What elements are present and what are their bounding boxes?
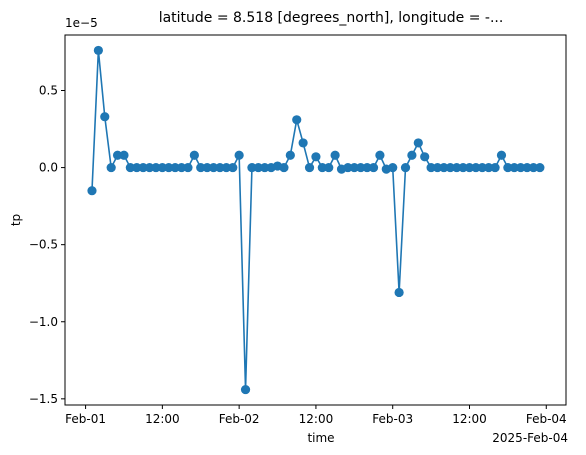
data-point <box>445 162 455 173</box>
data-point <box>464 162 475 173</box>
data-point <box>183 162 193 173</box>
data-point <box>394 287 404 298</box>
data-point <box>189 150 199 160</box>
data-point <box>400 162 411 173</box>
data-point <box>157 162 167 173</box>
data-point <box>170 162 180 173</box>
data-point <box>439 162 449 173</box>
data-point <box>324 162 334 173</box>
data-point <box>240 384 251 395</box>
x-tick-label: 12:00 <box>299 412 334 426</box>
data-point <box>125 162 135 173</box>
data-point <box>477 162 487 173</box>
data-point <box>356 162 366 173</box>
data-point <box>388 162 398 173</box>
data-point <box>432 162 443 173</box>
data-point <box>221 162 231 173</box>
data-point <box>471 162 481 173</box>
y-axis-label: tp <box>9 214 23 226</box>
data-point <box>484 162 494 173</box>
data-point <box>260 162 270 173</box>
data-point <box>176 162 187 173</box>
data-point <box>317 162 327 173</box>
data-point <box>458 162 468 173</box>
data-point <box>522 162 532 173</box>
y-tick-label: −0.5 <box>29 238 58 252</box>
data-point <box>151 162 161 173</box>
data-point <box>298 138 308 148</box>
x-tick-label: Feb-03 <box>372 412 413 426</box>
chart-title: latitude = 8.518 [degrees_north], longit… <box>159 10 504 26</box>
x-offset-label: 2025-Feb-04 <box>492 431 568 445</box>
data-point <box>119 150 129 160</box>
data-point <box>138 162 148 173</box>
data-point <box>503 162 513 173</box>
data-point <box>292 115 302 125</box>
x-tick-label: Feb-01 <box>65 412 106 426</box>
data-point <box>247 162 257 173</box>
y-tick-label: −1.0 <box>29 315 58 329</box>
data-point <box>196 162 206 173</box>
data-point <box>375 150 385 160</box>
data-point <box>330 150 340 160</box>
data-point <box>112 150 123 160</box>
x-tick-label: 12:00 <box>145 412 180 426</box>
y-axis: 0.5 0.0 −0.5 −1.0 −1.5 <box>29 84 65 406</box>
data-point <box>132 162 142 173</box>
data-point <box>164 162 174 173</box>
x-tick-label: Feb-02 <box>219 412 260 426</box>
x-axis: Feb-01 12:00 Feb-02 12:00 Feb-03 12:00 Feb-04 <box>65 405 567 426</box>
data-point <box>234 150 244 160</box>
data-point <box>528 162 539 173</box>
data-point <box>304 162 315 173</box>
data-point <box>311 152 321 162</box>
data-point <box>413 138 423 148</box>
data-point <box>368 162 379 173</box>
data-point <box>208 162 219 173</box>
data-point <box>496 150 507 160</box>
data-point <box>215 162 225 173</box>
data-point <box>426 162 436 173</box>
data-point <box>228 162 238 173</box>
y-tick-label: 0.5 <box>39 84 58 98</box>
data-point <box>420 152 430 162</box>
data-point <box>407 150 417 160</box>
data-point <box>343 162 353 173</box>
data-point <box>93 45 103 56</box>
data-point <box>362 162 372 173</box>
data-point <box>285 150 295 160</box>
data-point <box>87 186 97 196</box>
data-series <box>87 45 545 395</box>
y-tick-label: 0.0 <box>39 161 58 175</box>
data-point <box>253 162 263 173</box>
data-point <box>202 162 212 173</box>
x-tick-label: Feb-04 <box>526 412 567 426</box>
x-axis-label: time <box>307 431 334 445</box>
data-point <box>516 162 526 173</box>
data-point <box>144 162 155 173</box>
data-point <box>452 162 462 173</box>
data-point <box>349 162 359 173</box>
data-point <box>106 162 116 173</box>
data-point <box>100 112 110 122</box>
data-point <box>490 162 500 173</box>
data-point <box>509 162 519 173</box>
y-offset-label: 1e−5 <box>65 16 98 30</box>
data-point <box>535 162 545 173</box>
y-tick-label: −1.5 <box>29 392 58 406</box>
data-point <box>279 162 289 173</box>
x-tick-label: 12:00 <box>452 412 487 426</box>
